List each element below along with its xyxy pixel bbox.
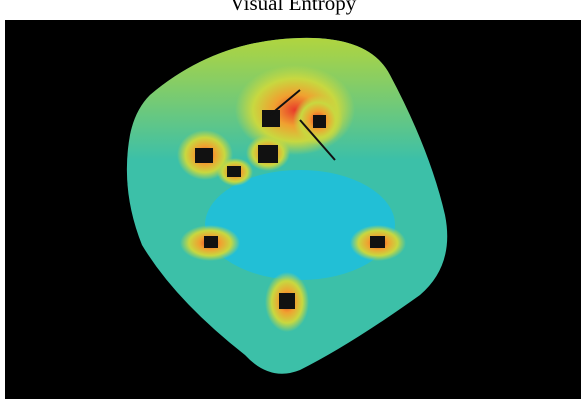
title: Visual Entropy bbox=[229, 0, 357, 15]
